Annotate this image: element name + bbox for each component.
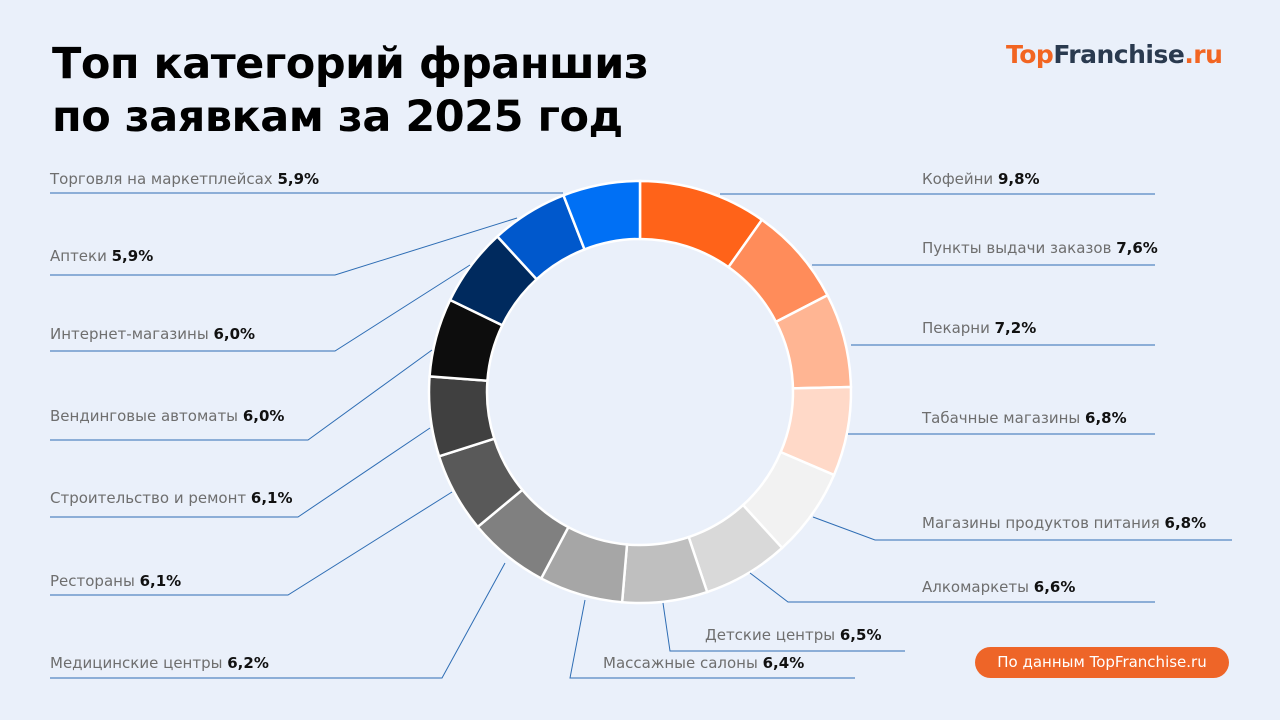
slice-label-value: 6,0% [213, 325, 256, 343]
slice-label-value: 6,1% [250, 489, 293, 507]
slice-label-category: Табачные магазины [922, 409, 1081, 427]
slice-label: Пункты выдачи заказов 7,6% [922, 239, 1158, 257]
title-line-1: Топ категорий франшиз [52, 39, 649, 89]
slice-label-category: Аптеки [50, 247, 107, 265]
slice-label-value: 6,1% [139, 572, 182, 590]
donut-segment [561, 179, 642, 252]
slice-label-value: 6,8% [1085, 409, 1127, 427]
slice-label-value: 7,2% [994, 319, 1037, 337]
slice-label-category: Рестораны [50, 572, 135, 590]
slice-label-value: 5,9% [111, 247, 154, 265]
leader-line [569, 599, 855, 679]
leader-line [50, 264, 471, 352]
slice-label: Рестораны 6,1% [50, 572, 181, 590]
leader-line [662, 602, 905, 652]
slice-label: Интернет-магазины 6,0% [50, 325, 255, 343]
slice-label: Медицинские центры 6,2% [50, 654, 269, 672]
slice-label: Кофейни 9,8% [922, 170, 1040, 188]
slice-label: Вендинговые автоматы 6,0% [50, 407, 284, 425]
leader-line [50, 217, 518, 276]
slice-label-value: 6,8% [1164, 514, 1207, 532]
slice-label-value: 6,5% [839, 626, 882, 644]
slice-label: Строительство и ремонт 6,1% [50, 489, 293, 507]
brand-logo: TopFranchise.ru [1006, 40, 1223, 69]
slice-label-category: Интернет-магазины [50, 325, 209, 343]
slice-label: Торговля на маркетплейсах 5,9% [50, 170, 319, 188]
slice-label: Аптеки 5,9% [50, 247, 153, 265]
slice-label: Алкомаркеты 6,6% [922, 578, 1075, 596]
slice-label-category: Магазины продуктов питания [922, 514, 1160, 532]
slice-label-category: Пекарни [922, 319, 990, 337]
leader-line [50, 562, 506, 679]
slice-label-value: 6,6% [1033, 578, 1076, 596]
slice-label: Детские центры 6,5% [705, 626, 881, 644]
slice-label-value: 7,6% [1116, 239, 1158, 257]
leader-line [812, 516, 1232, 541]
source-badge: По данным TopFranchise.ru [975, 647, 1229, 678]
slice-label-value: 9,8% [997, 170, 1040, 188]
leader-line [50, 427, 431, 518]
slice-label-category: Медицинские центры [50, 654, 223, 672]
slice-label-category: Пункты выдачи заказов [922, 239, 1112, 257]
slice-label-category: Строительство и ремонт [50, 489, 247, 507]
slice-label-category: Детские центры [705, 626, 836, 644]
slice-label-category: Кофейни [922, 170, 994, 188]
slice-label-value: 6,4% [762, 654, 805, 672]
leader-line [50, 491, 453, 596]
leader-line [50, 349, 433, 441]
slice-label: Табачные магазины 6,8% [922, 409, 1127, 427]
slice-label-category: Вендинговые автоматы [50, 407, 239, 425]
slice-label-value: 6,0% [242, 407, 285, 425]
slice-label: Магазины продуктов питания 6,8% [922, 514, 1206, 532]
page-title: Топ категорий франшиз по заявкам за 2025… [52, 38, 649, 144]
title-line-2: по заявкам за 2025 год [52, 92, 623, 142]
slice-label: Пекарни 7,2% [922, 319, 1036, 337]
slice-label-category: Алкомаркеты [922, 578, 1029, 596]
leader-line [749, 572, 1155, 603]
slice-label-category: Массажные салоны [603, 654, 758, 672]
slice-label-value: 6,2% [227, 654, 269, 672]
slice-label-value: 5,9% [277, 170, 320, 188]
slice-label-category: Торговля на маркетплейсах [50, 170, 273, 188]
slice-label: Массажные салоны 6,4% [603, 654, 804, 672]
